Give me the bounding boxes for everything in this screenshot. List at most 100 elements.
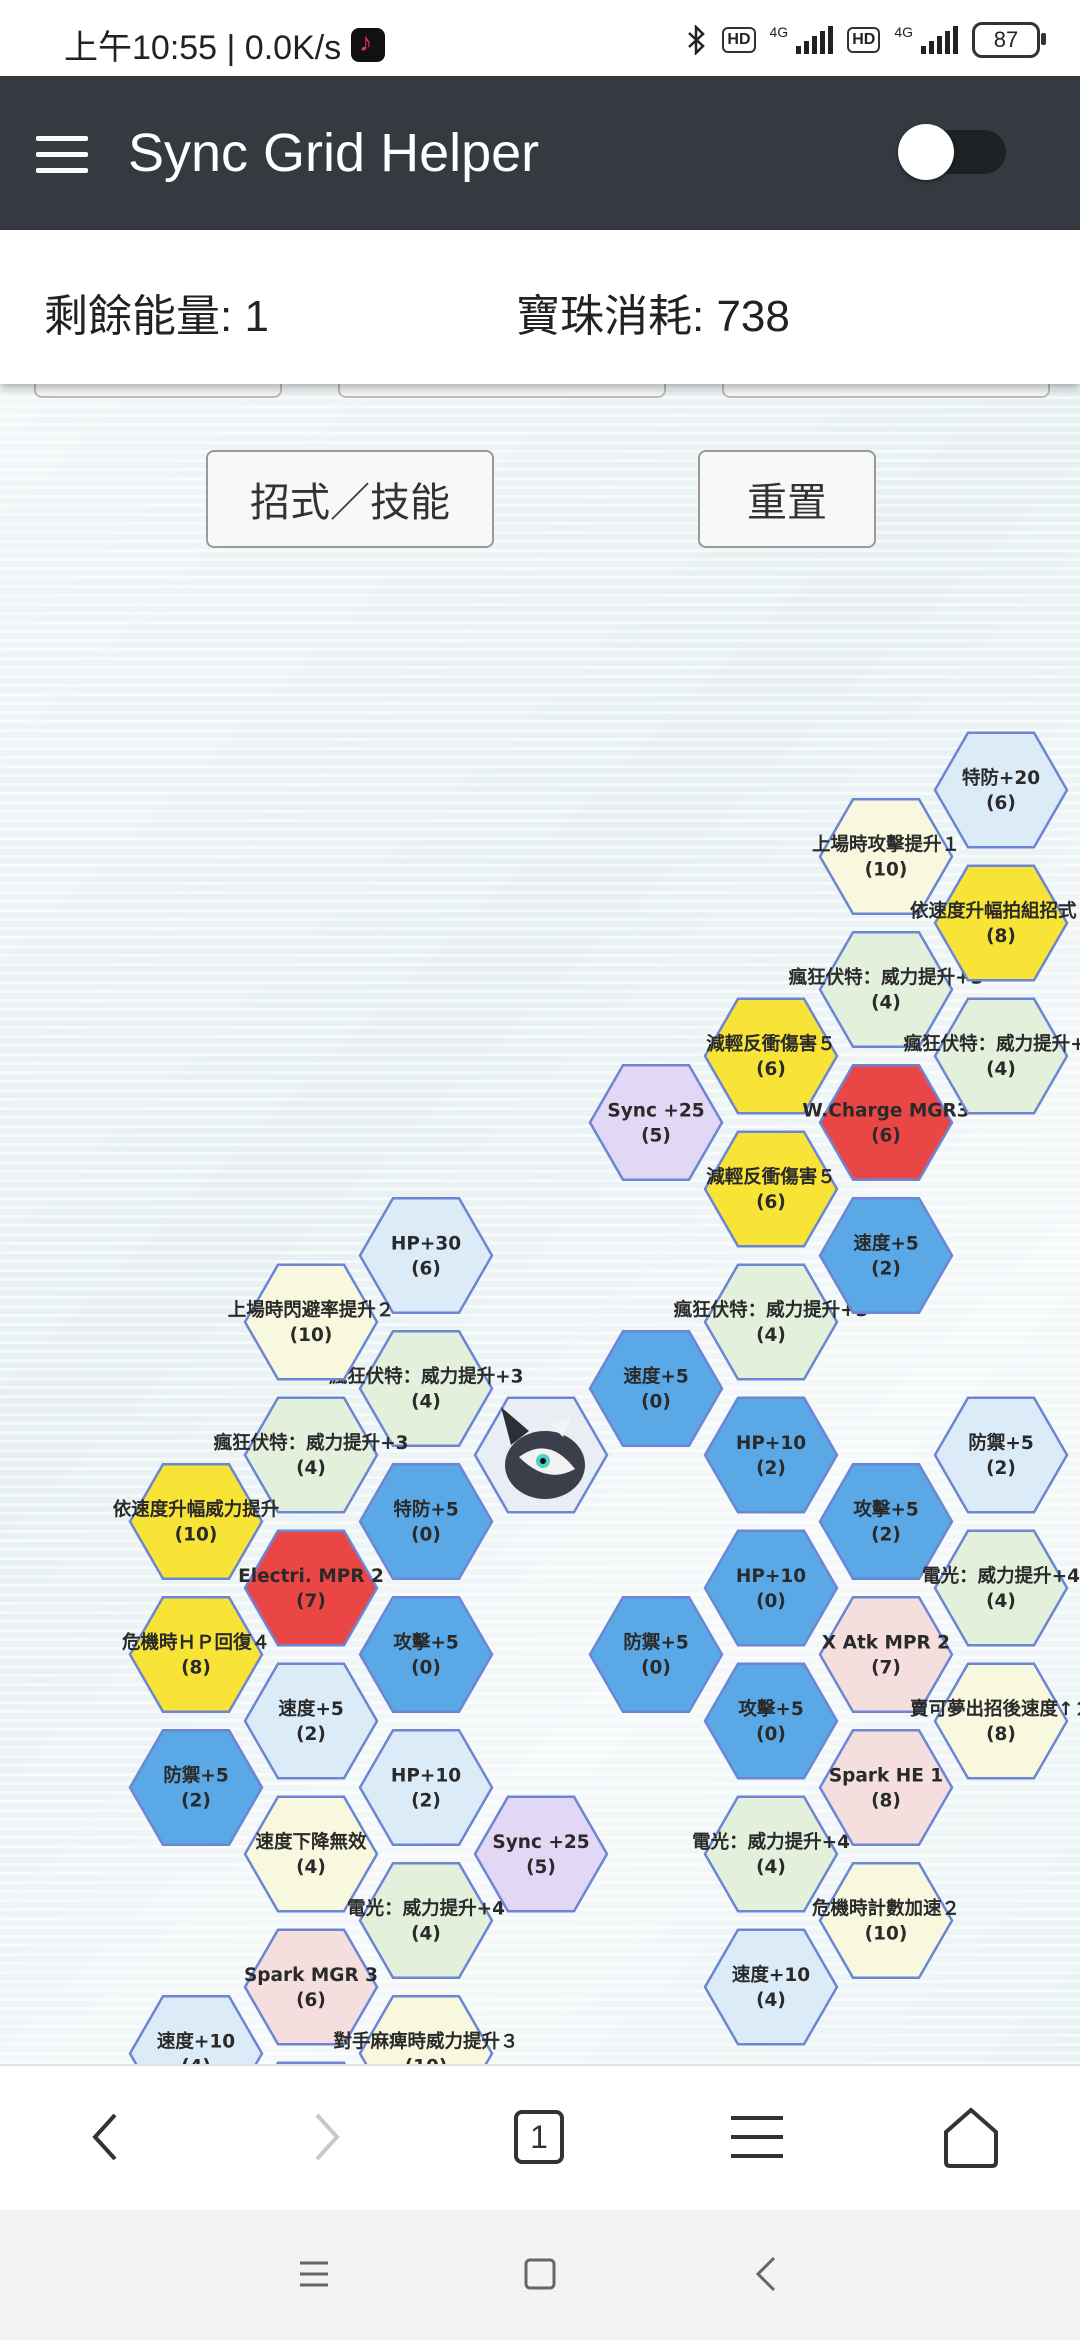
- grid-tile[interactable]: 速度+5 (2): [818, 1197, 954, 1314]
- hex-shape: [358, 1995, 494, 2064]
- grid-tile[interactable]: 危機時計數加速２ (10): [811, 1862, 960, 1979]
- grid-tile[interactable]: 依速度升幅威力提升 (10): [113, 1463, 280, 1580]
- grid-tile[interactable]: 賣可夢出招後速度↑２ (8): [910, 1662, 1080, 1780]
- tiktok-icon: [351, 27, 386, 62]
- tile-label: Spark MGR 3: [244, 1965, 378, 1986]
- hex-shape: [243, 1529, 379, 1647]
- forward-button[interactable]: [282, 2092, 372, 2182]
- tile-cost: (2): [181, 1791, 211, 1812]
- tabs-button[interactable]: 1: [494, 2092, 584, 2182]
- hex-shape: [703, 1130, 839, 1248]
- tile-label: 速度+5: [623, 1366, 688, 1388]
- grid-tile[interactable]: Sync +25 (5): [473, 1795, 609, 1913]
- menu-button[interactable]: [712, 2092, 802, 2182]
- grid-tile[interactable]: 攻擊+5 (0): [358, 1596, 494, 1713]
- info-bar: 剩餘能量: 1 寶珠消耗: 738: [0, 230, 1080, 384]
- hex-shape: [703, 1662, 839, 1780]
- grid-tile[interactable]: 瘋狂伏特：威力提升+3 (4): [673, 1263, 869, 1381]
- grid-tile[interactable]: 速度+5 (2): [243, 1662, 379, 1780]
- hex-shape: [243, 1396, 379, 1514]
- tile-cost: (10): [290, 1325, 333, 1346]
- grid-tile[interactable]: 防禦+5 (2): [128, 1729, 264, 1846]
- app-title: Sync Grid Helper: [128, 123, 540, 183]
- grid-tile[interactable]: 電光：威力提升+4(4): [922, 1529, 1080, 1647]
- center-pokemon-tile[interactable]: [473, 1396, 609, 1514]
- grid-tile[interactable]: HP+10 (2): [358, 1729, 494, 1846]
- grid-tile[interactable]: 防禦+5 (2): [933, 1396, 1069, 1514]
- system-nav-bar: [0, 2210, 1080, 2340]
- grid-tile[interactable]: Spark MGR 3 (6): [243, 1928, 379, 2046]
- grid-tile[interactable]: 電光：威力提升+4(4): [232, 2061, 390, 2064]
- reset-button[interactable]: 重置: [698, 450, 876, 548]
- tile-label: 攻擊+5: [853, 1499, 918, 1521]
- hd-badge-1: HD: [722, 27, 756, 53]
- tabs-icon: 1: [514, 2110, 564, 2164]
- moves-skills-button[interactable]: 招式／技能: [206, 450, 494, 548]
- grid-tile[interactable]: 瘋狂伏特：威力提升+3 (4): [788, 931, 984, 1048]
- tile-label: Electri. MPR 2: [238, 1566, 384, 1587]
- tile-cost: (10): [865, 860, 908, 881]
- grid-tile[interactable]: 電光：威力提升+4(4): [347, 1862, 505, 1979]
- grid-tile[interactable]: 速度下降無效 (4): [243, 1795, 379, 1913]
- grid-tile[interactable]: 速度+5 (0): [588, 1330, 724, 1447]
- tile-label: HP+30: [391, 1234, 461, 1255]
- menu-icon[interactable]: [36, 136, 88, 176]
- grid-tile[interactable]: Electri. MPR 2 (7): [238, 1529, 384, 1647]
- hex-shape: [243, 1795, 379, 1913]
- grid-tile[interactable]: W.Charge MGR3 (6): [802, 1064, 970, 1181]
- tile-label: X Atk MPR 2: [822, 1633, 950, 1654]
- grid-tile[interactable]: 上場時閃避率提升２ (10): [228, 1263, 395, 1381]
- signal-icon-2: [921, 26, 958, 54]
- hex-shape: [588, 1064, 724, 1181]
- recents-icon[interactable]: [296, 2256, 332, 2292]
- grid-tile[interactable]: 危機時ＨＰ回復４ (8): [121, 1596, 270, 1713]
- grid-tile[interactable]: 瘋狂伏特：威力提升+3 (4): [903, 997, 1080, 1115]
- hex-shape: [933, 1529, 1069, 1647]
- grid-tile[interactable]: 攻擊+5 (0): [703, 1662, 839, 1780]
- grid-tile[interactable]: 攻擊+5 (2): [818, 1463, 954, 1580]
- grid-tile[interactable]: HP+30 (6): [358, 1197, 494, 1314]
- tile-cost: (2): [986, 1458, 1016, 1479]
- hidden-button-2[interactable]: [338, 384, 666, 398]
- grid-tile[interactable]: 依速度升幅拍組招式↑ (8): [910, 864, 1080, 982]
- tile-cost: (4): [756, 1990, 786, 2011]
- tile-label: 速度下降無效: [255, 1831, 367, 1853]
- grid-tile[interactable]: 速度+10 (4): [703, 1928, 839, 2046]
- hex-shape: [933, 997, 1069, 1115]
- network-type-1: 4G: [769, 24, 789, 40]
- tile-label: HP+10: [736, 1433, 806, 1454]
- grid-tile[interactable]: 特防+5 (0): [358, 1463, 494, 1580]
- tile-cost: (8): [181, 1658, 211, 1679]
- grid-tile[interactable]: 對手麻痺時威力提升３ (10): [333, 1995, 519, 2064]
- grid-tile[interactable]: 電光：威力提升+4(4): [692, 1795, 850, 1913]
- grid-tile[interactable]: Spark HE 1 (8): [818, 1729, 954, 1846]
- sync-grid: 上場時攻擊提升１(10)特防+20(6)減輕反衝傷害５(6)瘋狂伏特：威力提升+…: [113, 731, 1080, 2064]
- grid-tile[interactable]: 減輕反衝傷害５ (6): [703, 997, 839, 1115]
- hex-shape: [473, 1795, 609, 1913]
- grid-tile[interactable]: 瘋狂伏特：威力提升+3 (4): [328, 1330, 524, 1447]
- grid-tile[interactable]: 防禦+5 (0): [588, 1596, 724, 1713]
- grid-tile[interactable]: HP+10 (2): [703, 1396, 839, 1514]
- hidden-button-1[interactable]: [34, 384, 282, 398]
- orb-cost: 寶珠消耗: 738: [516, 292, 790, 341]
- grid-tile[interactable]: HP+10 (0): [703, 1529, 839, 1647]
- hex-shape: [275, 2061, 347, 2064]
- grid-tile[interactable]: X Atk MPR 2 (7): [818, 1596, 954, 1713]
- chevron-right-icon: [315, 2113, 340, 2161]
- home-icon: [944, 2107, 998, 2168]
- tile-cost: (0): [756, 1591, 786, 1612]
- grid-tile[interactable]: 減輕反衝傷害５ (6): [703, 1130, 839, 1248]
- back-button[interactable]: [60, 2092, 150, 2182]
- grid-tile[interactable]: 特防+20 (6): [933, 731, 1069, 849]
- hidden-button-3[interactable]: [722, 384, 1050, 398]
- grid-tile[interactable]: Sync +25 (5): [588, 1064, 724, 1181]
- home-square-icon[interactable]: [522, 2256, 558, 2292]
- grid-tile[interactable]: 速度+10 (4): [128, 1995, 264, 2064]
- mode-toggle[interactable]: [898, 124, 1006, 180]
- tile-label: 速度+10: [732, 1964, 810, 1986]
- grid-tile[interactable]: 上場時攻擊提升１ (10): [812, 798, 960, 915]
- home-button[interactable]: [926, 2092, 1016, 2182]
- remaining-energy: 剩餘能量: 1: [44, 292, 269, 341]
- back-triangle-icon[interactable]: [748, 2254, 784, 2294]
- grid-tile[interactable]: 瘋狂伏特：威力提升+3 (4): [213, 1396, 409, 1514]
